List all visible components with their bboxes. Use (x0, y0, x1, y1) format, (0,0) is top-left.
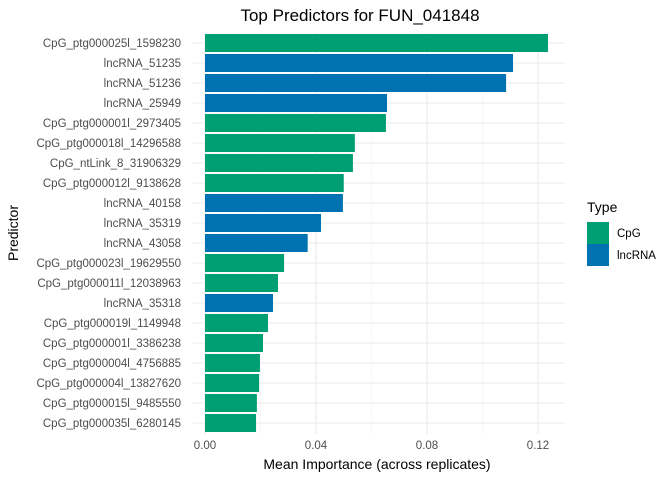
x-tick-label: 0.04 (305, 440, 328, 452)
bar (205, 214, 321, 232)
y-tick-label: CpG_ptg000001l_2973405 (43, 118, 181, 130)
bar (205, 114, 386, 132)
bar (205, 274, 278, 292)
legend-key (587, 244, 609, 266)
y-tick-label: CpG_ptg000019l_1149948 (44, 318, 181, 330)
legend-title: Type (587, 199, 618, 215)
legend-label: CpG (617, 228, 641, 240)
bar (205, 34, 548, 52)
y-tick-label: CpG_ptg000012l_9138628 (43, 178, 181, 190)
bar (205, 414, 257, 432)
y-tick-label: lncRNA_43058 (104, 238, 181, 250)
chart-title: Top Predictors for FUN_041848 (240, 6, 479, 25)
grid (193, 33, 565, 434)
bar (205, 74, 507, 92)
y-tick-label: lncRNA_25949 (104, 98, 181, 110)
legend-label: lncRNA (617, 250, 656, 262)
bar (205, 154, 353, 172)
bar (205, 54, 514, 72)
x-tick-label: 0.08 (416, 440, 438, 452)
y-tick-label: CpG_ptg000025l_1598230 (43, 38, 181, 50)
y-tick-label: CpG_ptg000004l_4756885 (43, 358, 181, 370)
y-tick-label: CpG_ptg000035l_6280145 (43, 418, 181, 430)
y-tick-label: CpG_ntLink_8_31906329 (50, 158, 181, 170)
x-tick-labels: 0.00 0.04 0.08 0.12 (194, 440, 549, 452)
y-tick-label: CpG_ptg000018l_14296588 (36, 138, 181, 150)
bar (205, 354, 260, 372)
y-tick-label: CpG_ptg000023l_19629550 (36, 258, 181, 270)
y-tick-label: CpG_ptg000004l_13827620 (36, 378, 181, 390)
bar (205, 394, 257, 412)
bar (205, 374, 260, 392)
legend: Type CpG lncRNA (587, 199, 656, 266)
bar (205, 254, 285, 272)
bar (205, 174, 344, 192)
bar (205, 334, 263, 352)
y-tick-label: lncRNA_35318 (104, 298, 181, 310)
y-tick-label: lncRNA_51236 (104, 78, 181, 90)
y-tick-label: CpG_ptg000015l_9485550 (43, 398, 181, 410)
y-axis-label: Predictor (5, 205, 21, 261)
legend-key (587, 222, 609, 244)
bar (205, 134, 355, 152)
x-tick-label: 0.00 (194, 440, 216, 452)
y-tick-labels: CpG_ptg000025l_1598230 lncRNA_51235 lncRNA… (36, 38, 181, 430)
y-tick-label: CpG_ptg000001l_3386238 (43, 338, 181, 350)
bar (205, 314, 268, 332)
bar (205, 194, 343, 212)
y-tick-label: CpG_ptg000011l_12038963 (37, 278, 181, 290)
y-tick-label: lncRNA_51235 (104, 58, 181, 70)
x-axis-label: Mean Importance (across replicates) (263, 456, 490, 472)
x-tick-label: 0.12 (527, 440, 549, 452)
bar (205, 234, 308, 252)
bar (205, 294, 273, 312)
y-tick-label: lncRNA_35319 (104, 218, 181, 230)
bars (205, 34, 548, 432)
y-tick-label: lncRNA_40158 (104, 198, 181, 210)
bar (205, 94, 388, 112)
